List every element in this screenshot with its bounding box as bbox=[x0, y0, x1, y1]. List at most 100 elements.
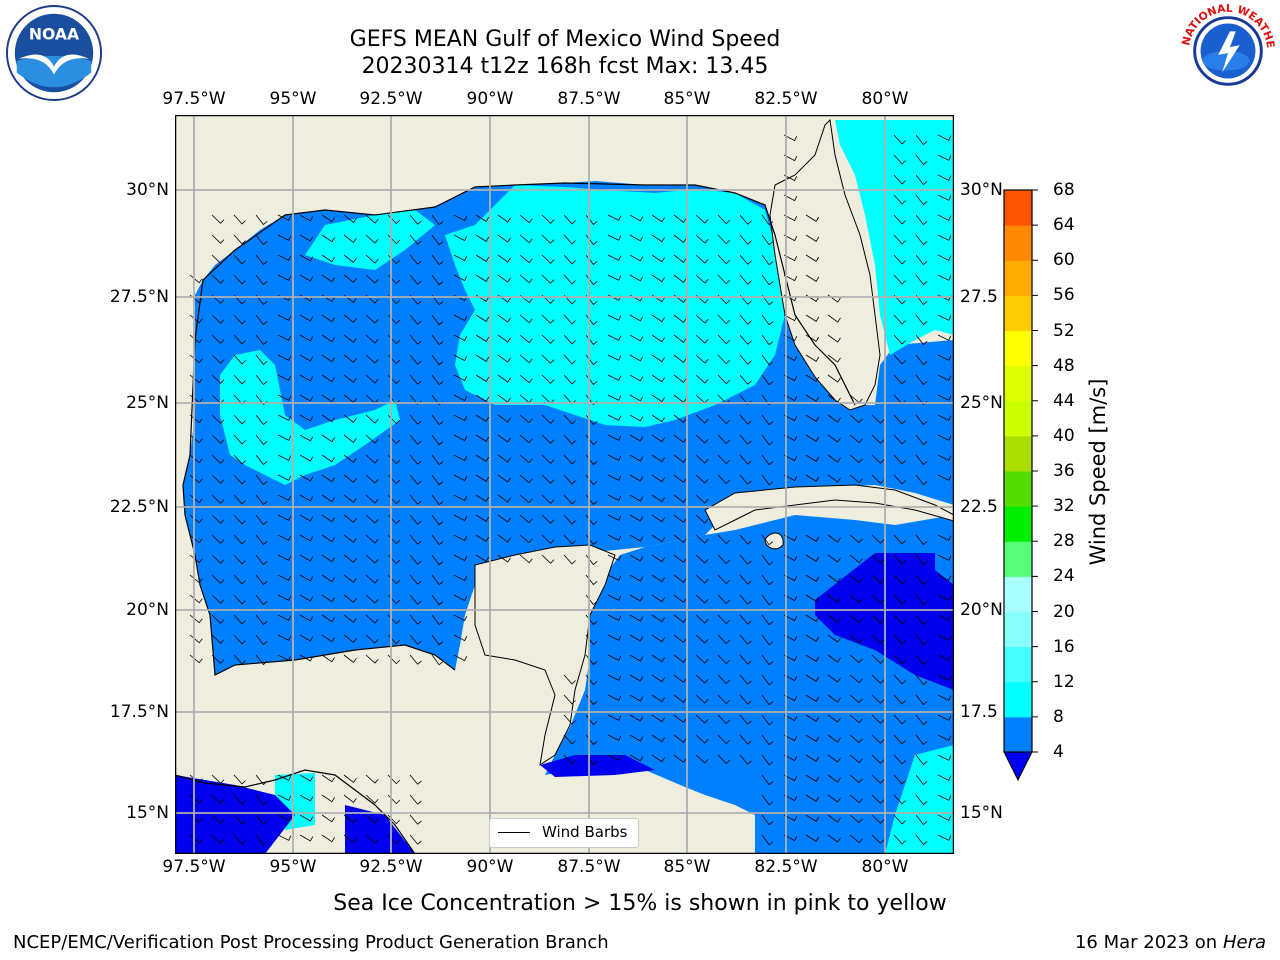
footer-machine: Hera bbox=[1222, 932, 1266, 953]
wind-barb bbox=[937, 554, 952, 561]
wind-barb bbox=[431, 574, 444, 586]
wind-barb bbox=[343, 654, 357, 663]
wind-barb bbox=[717, 354, 731, 365]
wind-barb bbox=[475, 314, 490, 322]
wind-barb bbox=[673, 454, 687, 463]
wind-barb bbox=[915, 574, 928, 586]
wind-barb bbox=[893, 354, 906, 365]
wind-barb bbox=[761, 634, 774, 646]
wind-barb bbox=[893, 174, 906, 185]
wind-barb bbox=[299, 314, 314, 322]
lat-tick-left: 25°N bbox=[126, 393, 169, 413]
wind-barb bbox=[519, 434, 533, 444]
colorbar-box bbox=[1004, 190, 1032, 226]
wind-barb bbox=[431, 234, 444, 246]
wind-barb bbox=[695, 274, 709, 284]
wind-barb bbox=[453, 314, 468, 322]
wind-barb bbox=[431, 314, 444, 326]
wind-barb bbox=[343, 414, 357, 423]
wind-barb bbox=[321, 614, 335, 623]
wind-barb bbox=[255, 814, 268, 826]
wind-barb bbox=[629, 234, 644, 242]
wind-barb bbox=[673, 374, 687, 383]
wind-barb bbox=[409, 614, 422, 625]
wind-barb bbox=[233, 614, 246, 625]
wind-barb bbox=[717, 234, 731, 245]
wind-barb bbox=[475, 354, 490, 362]
wind-barb bbox=[365, 634, 379, 644]
colorbar-box bbox=[1004, 541, 1032, 577]
yucatan-land bbox=[474, 544, 616, 767]
chart-title: GEFS MEAN Gulf of Mexico Wind Speed bbox=[349, 27, 781, 52]
wind-barb bbox=[211, 514, 225, 524]
wind-barb bbox=[783, 274, 798, 282]
wind-barb bbox=[761, 754, 774, 766]
lon-tick-top: 85°W bbox=[663, 89, 711, 109]
wind-barb bbox=[211, 274, 225, 284]
wind-barb bbox=[409, 514, 422, 525]
wind-barb bbox=[189, 494, 203, 504]
wind-barb bbox=[189, 274, 203, 284]
wind-barb bbox=[475, 494, 490, 502]
wind-barb bbox=[541, 214, 555, 224]
wind-barb bbox=[761, 234, 774, 246]
wind-barb bbox=[739, 594, 752, 605]
wind-barb bbox=[673, 754, 687, 763]
wind-barb bbox=[497, 534, 511, 543]
wind-barb bbox=[299, 454, 314, 462]
wind-barb bbox=[409, 294, 422, 305]
wind-barb bbox=[255, 834, 268, 846]
wind-barb bbox=[189, 414, 203, 424]
wind-barb bbox=[497, 434, 511, 443]
wind-barb bbox=[541, 474, 555, 484]
wind-barb bbox=[783, 174, 798, 182]
wind-barb bbox=[915, 594, 928, 606]
wind-barb bbox=[233, 374, 246, 385]
wind-barb bbox=[321, 654, 335, 663]
wind-barb bbox=[827, 374, 841, 383]
wind-barb bbox=[739, 714, 752, 725]
lat-tick-right: 15°N bbox=[960, 803, 1003, 823]
noaa-logo: NOAA bbox=[5, 4, 103, 102]
wind-barb bbox=[915, 294, 928, 306]
wind-barb bbox=[761, 714, 774, 726]
wind-barb bbox=[893, 574, 906, 585]
wind-barb bbox=[893, 154, 906, 165]
wind-barb bbox=[739, 334, 752, 345]
wind-barb bbox=[255, 554, 268, 566]
wind-barb bbox=[277, 274, 292, 281]
wind-barb bbox=[783, 374, 798, 382]
wind-barb bbox=[915, 474, 928, 486]
wind-barb bbox=[563, 714, 576, 725]
wind-barb bbox=[915, 734, 928, 746]
wind-barb bbox=[717, 694, 731, 705]
wind-barb bbox=[761, 614, 774, 626]
wind-barb bbox=[893, 234, 906, 245]
lat-tick-right: 17.5 bbox=[960, 702, 998, 722]
wind-barb bbox=[541, 274, 555, 284]
wind-barb bbox=[651, 354, 665, 363]
colorbar-tick-label: 4 bbox=[1053, 742, 1064, 762]
wind-barb bbox=[893, 594, 906, 605]
wind-barb bbox=[695, 334, 709, 344]
wind-barb bbox=[915, 654, 928, 666]
wind-barb bbox=[717, 654, 731, 665]
wind-barb bbox=[255, 474, 268, 486]
wind-barb bbox=[673, 414, 687, 423]
colorbar-box bbox=[1004, 330, 1032, 367]
wind-barb bbox=[739, 554, 752, 565]
wind-barb bbox=[937, 234, 952, 241]
wind-barb bbox=[849, 694, 863, 704]
wind-barb bbox=[563, 354, 576, 365]
wind-barb bbox=[211, 234, 225, 244]
wind-barb bbox=[629, 214, 644, 222]
lon-tick-top: 90°W bbox=[466, 89, 514, 109]
wind-barb bbox=[299, 494, 314, 502]
wind-barb bbox=[893, 694, 906, 705]
wind-barb bbox=[871, 734, 885, 744]
wind-barb bbox=[475, 434, 490, 442]
wind-barb bbox=[255, 374, 268, 386]
wind-barb bbox=[849, 714, 863, 724]
wind-barb bbox=[651, 314, 665, 323]
wind-barb bbox=[651, 414, 665, 423]
